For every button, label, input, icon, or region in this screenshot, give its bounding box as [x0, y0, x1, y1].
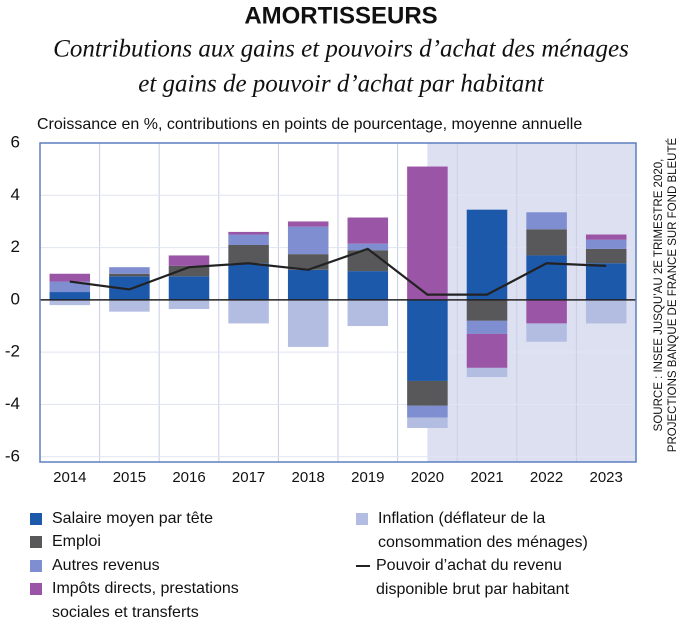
- bar-segment: [585, 248, 627, 264]
- legend-item: Impôts directs, prestations sociales et …: [30, 577, 292, 624]
- bar-segment: [585, 239, 627, 249]
- y-axis-label: Croissance en %, contributions en points…: [37, 116, 582, 133]
- y-tick-label: -2: [5, 342, 20, 361]
- bar-segment: [49, 292, 91, 300]
- y-tick-label: -4: [5, 394, 20, 413]
- x-tick-label: 2018: [292, 469, 325, 486]
- legend-label: Pouvoir d’achat du revenu disponible bru…: [376, 557, 570, 598]
- x-tick-label: 2014: [53, 469, 86, 486]
- chart-title: AMORTISSEURS: [244, 2, 437, 29]
- legend-item: Autres revenus: [30, 554, 300, 578]
- bar-segment: [109, 267, 150, 274]
- bar-segment: [407, 405, 448, 418]
- legend-label: Salaire moyen par tête: [52, 510, 213, 527]
- bar-segment: [228, 299, 269, 324]
- legend-swatch: [356, 565, 370, 567]
- x-tick-label: 2017: [232, 469, 265, 486]
- bar-segment: [109, 276, 150, 300]
- bar-segment: [347, 243, 389, 251]
- bar-segment: [526, 212, 567, 230]
- bar-segment: [407, 380, 448, 406]
- bar-segment: [287, 226, 329, 255]
- bar-segment: [466, 299, 508, 321]
- source-line: SOURCE : INSEE JUSQU’AU 2E TRIMESTRE 202…: [653, 159, 665, 432]
- bar-segment: [109, 273, 150, 277]
- bar-segment: [168, 299, 210, 310]
- bar-segment: [168, 265, 210, 277]
- legend-swatch: [30, 513, 42, 525]
- bar-segment: [347, 217, 389, 244]
- bar-segment: [49, 273, 91, 282]
- bar-segment: [109, 299, 150, 312]
- bar-segment: [287, 299, 329, 347]
- bar-segment: [228, 244, 269, 264]
- x-tick-label: 2022: [530, 469, 563, 486]
- legend-label: Inflation (déflateur de la consommation …: [378, 510, 588, 551]
- bar-segment: [347, 271, 389, 300]
- x-tick-label: 2023: [590, 469, 623, 486]
- source-line: PROJECTIONS BANQUE DE FRANCE SUR FOND BL…: [666, 137, 679, 452]
- bar-segment: [407, 299, 448, 381]
- bar-segment: [287, 269, 329, 300]
- y-tick-label: 2: [11, 237, 20, 256]
- bar-segment: [168, 255, 210, 266]
- bar-segment: [347, 299, 389, 327]
- bar-segment: [228, 234, 269, 245]
- bar-segment: [466, 367, 508, 378]
- legend-label: Impôts directs, prestations sociales et …: [52, 580, 239, 621]
- bar-segment: [526, 323, 567, 342]
- legend-item: Salaire moyen par tête: [30, 507, 300, 531]
- bar-segment: [228, 231, 269, 235]
- chart-subtitle: Contributions aux gains et pouvoirs d’ac…: [53, 36, 629, 63]
- plot-frame: [39, 142, 637, 463]
- x-tick-label: 2021: [470, 469, 503, 486]
- bar-segment: [466, 333, 508, 368]
- source: SOURCE : INSEE JUSQU’AU 2E TRIMESTRE 202…: [653, 137, 679, 452]
- y-tick-label: -6: [5, 446, 20, 465]
- x-tick-label: 2015: [113, 469, 146, 486]
- y-tick-label: 4: [11, 185, 20, 204]
- legend-swatch: [30, 560, 42, 572]
- bar-segment: [466, 320, 508, 334]
- legend-item: Pouvoir d’achat du revenu disponible bru…: [356, 554, 596, 601]
- line-series: [69, 247, 607, 296]
- bar-segment: [585, 234, 627, 240]
- legend-item: Emploi: [30, 530, 300, 554]
- legend-swatch: [356, 513, 368, 525]
- x-tick-label: 2016: [172, 469, 205, 486]
- bar-segment: [407, 417, 448, 429]
- bar-segment: [526, 299, 567, 324]
- bar-segment: [585, 299, 627, 324]
- bar-segment: [228, 263, 269, 300]
- legend-item: Inflation (déflateur de la consommation …: [356, 507, 596, 554]
- bar-segment: [466, 209, 508, 300]
- chart-subtitle: et gains de pouvoir d’achat par habitant: [138, 71, 545, 98]
- bar-segment: [168, 276, 210, 300]
- x-tick-label: 2020: [411, 469, 444, 486]
- bar-segment: [407, 166, 448, 300]
- bar-segment: [526, 229, 567, 256]
- y-tick-label: 6: [11, 132, 20, 151]
- bar-segment: [287, 221, 329, 227]
- bar-segment: [49, 299, 91, 306]
- bar-segment: [526, 255, 567, 300]
- x-tick-label: 2019: [351, 469, 384, 486]
- legend-label: Emploi: [52, 533, 101, 550]
- legend-swatch: [30, 583, 42, 595]
- y-tick-label: 0: [11, 289, 20, 308]
- bar-segment: [585, 263, 627, 300]
- bar-segment: [49, 281, 91, 293]
- legend-swatch: [30, 536, 42, 548]
- legend-label: Autres revenus: [52, 557, 160, 574]
